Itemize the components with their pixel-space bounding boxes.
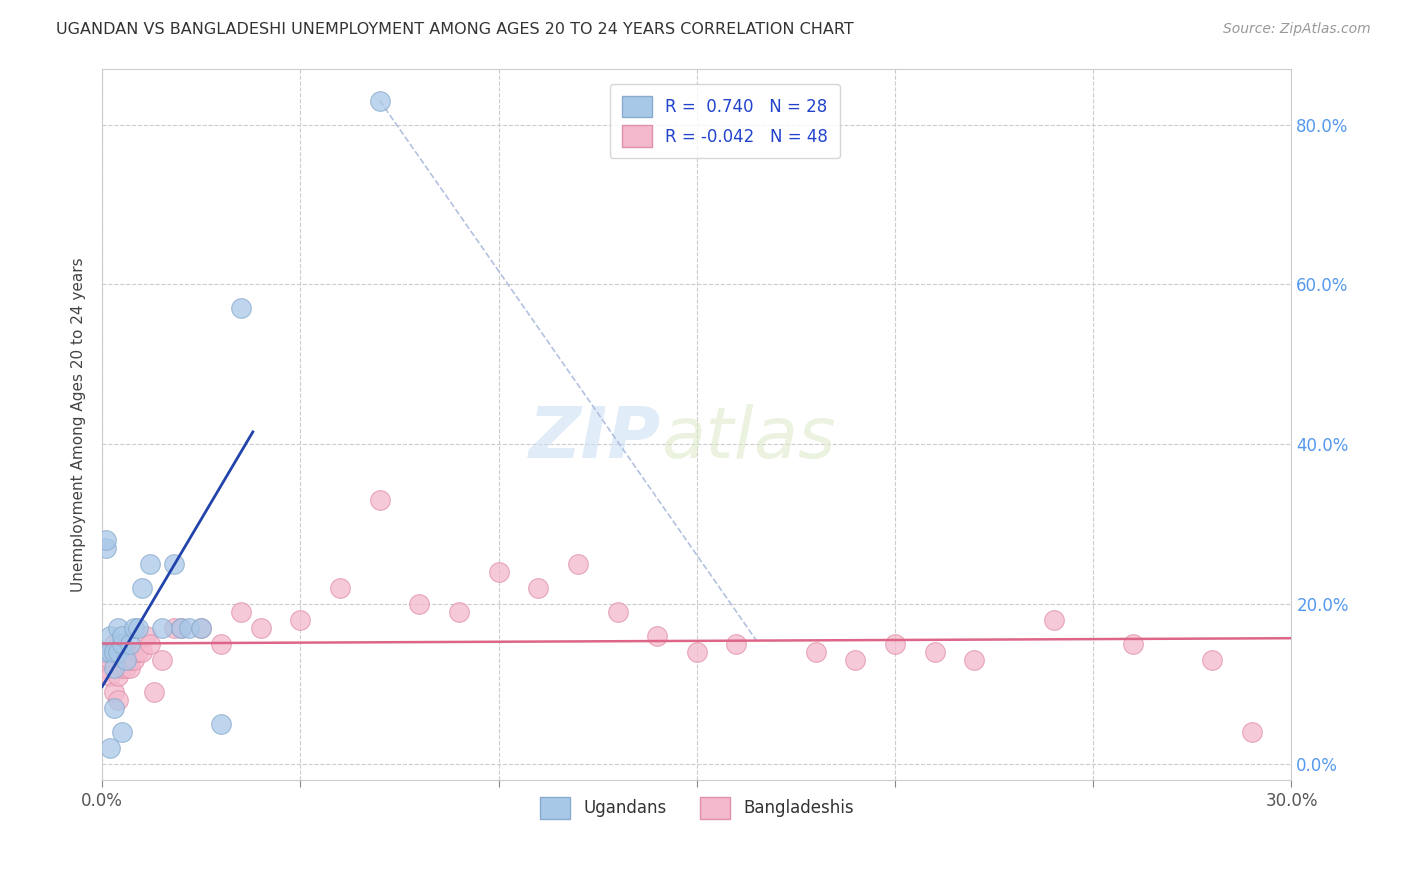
Point xyxy=(368,493,391,508)
Y-axis label: Unemployment Among Ages 20 to 24 years: Unemployment Among Ages 20 to 24 years xyxy=(72,257,86,591)
Point xyxy=(804,645,827,659)
Point xyxy=(139,637,162,651)
Point xyxy=(98,629,121,643)
Point xyxy=(115,653,138,667)
Point xyxy=(1122,637,1144,651)
Point xyxy=(107,645,129,659)
Point xyxy=(447,605,470,619)
Point xyxy=(139,558,162,572)
Point xyxy=(150,621,173,635)
Point xyxy=(686,645,709,659)
Point xyxy=(290,613,312,627)
Point xyxy=(135,629,157,643)
Point xyxy=(96,541,118,556)
Point xyxy=(103,637,125,651)
Point xyxy=(229,605,252,619)
Point xyxy=(884,637,907,651)
Point xyxy=(1042,613,1064,627)
Point xyxy=(98,653,121,667)
Point xyxy=(111,661,134,675)
Point xyxy=(329,582,352,596)
Point xyxy=(606,605,628,619)
Point xyxy=(115,645,138,659)
Point xyxy=(209,637,232,651)
Point xyxy=(118,661,141,675)
Point xyxy=(249,621,271,635)
Point xyxy=(122,621,145,635)
Point xyxy=(103,661,125,675)
Point xyxy=(179,621,201,635)
Point xyxy=(229,301,252,316)
Point xyxy=(924,645,946,659)
Text: atlas: atlas xyxy=(661,404,835,473)
Point xyxy=(98,741,121,756)
Point xyxy=(150,653,173,667)
Point xyxy=(527,582,550,596)
Point xyxy=(118,637,141,651)
Point xyxy=(96,645,118,659)
Point xyxy=(844,653,866,667)
Point xyxy=(131,582,153,596)
Point xyxy=(103,685,125,699)
Point xyxy=(1201,653,1223,667)
Point xyxy=(131,645,153,659)
Text: UGANDAN VS BANGLADESHI UNEMPLOYMENT AMONG AGES 20 TO 24 YEARS CORRELATION CHART: UGANDAN VS BANGLADESHI UNEMPLOYMENT AMON… xyxy=(56,22,853,37)
Point xyxy=(209,717,232,731)
Point xyxy=(567,558,589,572)
Point xyxy=(190,621,212,635)
Point xyxy=(111,637,134,651)
Point xyxy=(118,653,141,667)
Point xyxy=(96,533,118,548)
Point xyxy=(115,661,138,675)
Point xyxy=(170,621,193,635)
Point xyxy=(162,558,184,572)
Point xyxy=(96,645,118,659)
Legend: Ugandans, Bangladeshis: Ugandans, Bangladeshis xyxy=(533,790,860,825)
Point xyxy=(111,637,134,651)
Text: ZIP: ZIP xyxy=(529,404,661,473)
Point xyxy=(98,669,121,683)
Point xyxy=(725,637,748,651)
Point xyxy=(122,653,145,667)
Point xyxy=(111,725,134,739)
Point xyxy=(368,94,391,108)
Point xyxy=(162,621,184,635)
Point xyxy=(127,621,149,635)
Point xyxy=(127,645,149,659)
Point xyxy=(963,653,986,667)
Point xyxy=(190,621,212,635)
Point xyxy=(408,598,430,612)
Point xyxy=(488,566,510,580)
Point xyxy=(103,645,125,659)
Text: Source: ZipAtlas.com: Source: ZipAtlas.com xyxy=(1223,22,1371,37)
Point xyxy=(645,629,668,643)
Point xyxy=(107,621,129,635)
Point xyxy=(96,661,118,675)
Point xyxy=(103,701,125,715)
Point xyxy=(142,685,165,699)
Point xyxy=(1240,725,1263,739)
Point xyxy=(107,669,129,683)
Point xyxy=(107,693,129,707)
Point xyxy=(111,629,134,643)
Point xyxy=(98,645,121,659)
Point xyxy=(170,621,193,635)
